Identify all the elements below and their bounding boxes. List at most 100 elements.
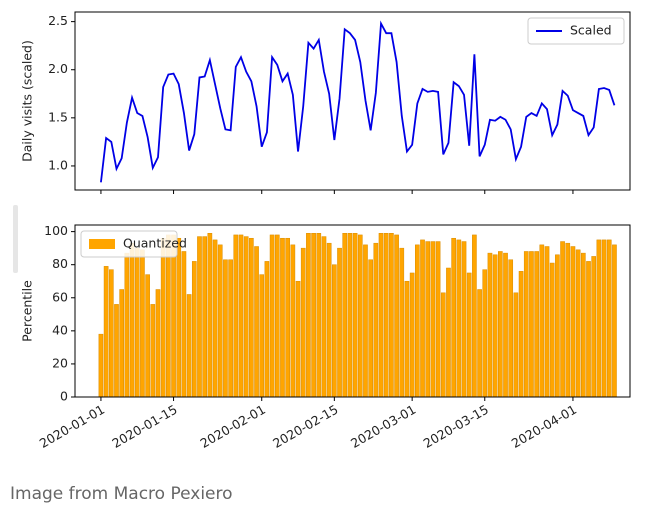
bar: [570, 246, 576, 398]
legend-label: Scaled: [570, 23, 612, 38]
bar: [155, 289, 161, 398]
y-tick-label: 60: [52, 289, 68, 304]
bar: [202, 236, 207, 398]
bar: [591, 256, 597, 398]
bar: [440, 292, 446, 398]
bar: [181, 251, 187, 398]
bar: [285, 237, 290, 398]
bar: [461, 241, 467, 398]
bar: [166, 234, 171, 398]
y-tick-label: 20: [52, 355, 68, 370]
bar: [114, 304, 119, 398]
bar: [254, 246, 259, 398]
bar: [383, 233, 389, 398]
bar: [394, 234, 399, 398]
bar: [134, 247, 140, 398]
bar: [580, 252, 586, 398]
bar: [389, 233, 394, 398]
bar: [513, 292, 519, 398]
bar: [534, 251, 539, 398]
scroll-handle: [13, 205, 18, 273]
bar: [430, 241, 436, 398]
bar: [171, 234, 176, 398]
bar: [373, 242, 379, 398]
axes-frame: [74, 11, 631, 191]
bar: [228, 259, 233, 398]
bar: [269, 234, 275, 398]
bar: [498, 251, 503, 398]
bar: [368, 259, 373, 398]
bar: [337, 247, 342, 398]
bar: [518, 271, 524, 398]
bar: [259, 274, 265, 398]
legend-box: [80, 230, 178, 258]
bar: [601, 239, 607, 398]
bar: [560, 241, 565, 398]
y-tick-label: 100: [44, 223, 68, 238]
bar: [523, 251, 529, 398]
caption: Image from Macro Pexiero: [10, 484, 233, 504]
bar: [477, 289, 482, 398]
bar: [274, 234, 280, 398]
y-tick-label: 2.5: [48, 13, 68, 28]
bar: [98, 333, 104, 398]
bar: [363, 244, 368, 398]
bar: [492, 254, 498, 398]
bar: [332, 264, 337, 398]
y-axis-label: Percentile: [20, 280, 35, 342]
line: [100, 20, 616, 183]
bar: [565, 242, 571, 398]
bar: [409, 272, 415, 398]
y-tick-label: 80: [52, 256, 68, 271]
bar: [150, 304, 156, 398]
bar: [508, 259, 514, 398]
bar: [145, 274, 150, 398]
bar: [399, 247, 405, 398]
bar: [596, 239, 602, 398]
bar: [249, 237, 254, 398]
bar: [238, 234, 244, 398]
bar: [217, 244, 223, 398]
bar: [352, 233, 358, 398]
bar: [233, 234, 239, 398]
legend-label: Quantized: [123, 236, 187, 251]
bar: [186, 294, 192, 398]
bar: [482, 269, 488, 398]
bar: [425, 241, 431, 398]
legend-swatch: [89, 239, 115, 249]
y-tick-label: 1.5: [48, 109, 68, 124]
axes-frame: [74, 224, 631, 398]
bar: [503, 252, 508, 398]
bar: [103, 266, 109, 398]
bar: [119, 289, 125, 398]
bar: [290, 244, 296, 398]
bar: [586, 261, 591, 398]
bar: [191, 261, 197, 398]
bar: [451, 237, 456, 398]
bar: [456, 239, 462, 398]
bar: [223, 259, 228, 398]
bar: [306, 233, 311, 398]
bar: [264, 261, 270, 398]
bar: [300, 247, 306, 398]
bar: [472, 234, 477, 398]
bar: [129, 242, 135, 398]
bar: [435, 241, 441, 398]
bar: [347, 233, 353, 398]
bar: [357, 234, 363, 398]
bar: [555, 254, 560, 398]
bar: [212, 239, 218, 398]
bar: [612, 244, 617, 398]
bar: [160, 237, 166, 398]
bar: [197, 236, 202, 398]
bar: [326, 242, 332, 398]
bar: [311, 233, 316, 398]
bar: [321, 236, 327, 398]
legend-box: [527, 17, 625, 45]
bar: [415, 244, 420, 398]
bar: [575, 249, 581, 398]
bar: [295, 280, 301, 398]
bar: [342, 233, 348, 398]
